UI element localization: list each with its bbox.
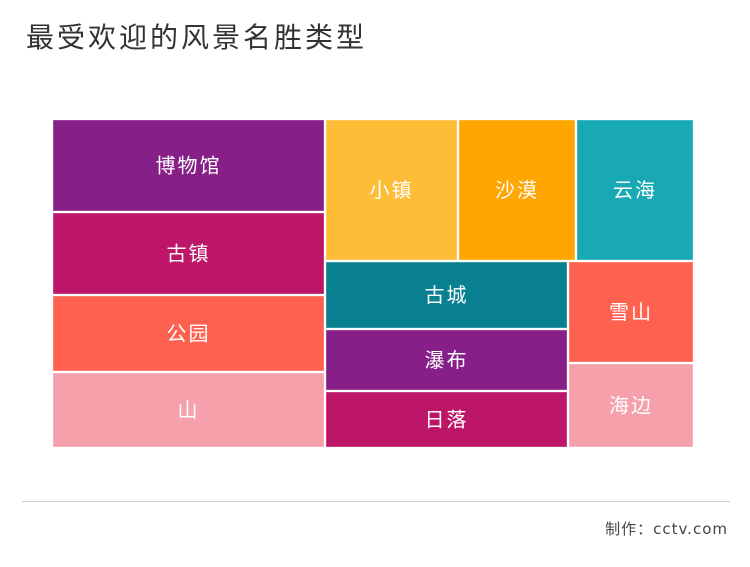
treemap-cell-label: 古镇: [167, 242, 211, 266]
treemap-cell-sketch: [568, 363, 694, 448]
treemap-cell: 古镇: [51, 211, 326, 296]
footer-divider: [22, 501, 730, 502]
treemap-cell-label: 山: [178, 398, 200, 422]
treemap-cell: 博物馆: [51, 118, 326, 213]
treemap-cell-label: 博物馆: [156, 154, 222, 178]
treemap-cell: 公园: [51, 294, 326, 373]
treemap-cell-label: 小镇: [370, 178, 414, 202]
treemap-cell-label: 沙漠: [495, 178, 539, 202]
treemap-cell-label: 云海: [613, 178, 657, 202]
treemap-cell-rect: [324, 118, 459, 262]
treemap-cell: 海边: [567, 362, 695, 449]
treemap-cell-rect: [324, 328, 569, 392]
treemap-cell: 沙漠: [457, 118, 577, 262]
treemap-cell: 古城: [324, 260, 569, 330]
treemap-cell: 日落: [324, 390, 569, 449]
treemap-cell-label: 古城: [425, 283, 469, 307]
treemap-cell-label: 雪山: [609, 300, 653, 324]
credit-text: 制作：cctv.com: [605, 520, 728, 538]
treemap-cell: 小镇: [324, 118, 459, 262]
chart-title: 最受欢迎的风景名胜类型: [26, 21, 368, 54]
treemap-cell: 山: [51, 371, 326, 449]
treemap-cell-label: 瀑布: [425, 348, 469, 372]
treemap-cell-rect: [51, 118, 326, 213]
treemap-cell: 雪山: [567, 260, 695, 364]
treemap-cell-label: 海边: [609, 394, 653, 418]
treemap-cell-label: 公园: [167, 322, 211, 346]
treemap-cell-rect: [51, 211, 326, 296]
treemap-cell-label: 日落: [425, 408, 469, 432]
treemap-border: [51, 118, 695, 449]
treemap-cell: 云海: [575, 118, 695, 262]
treemap-cell-rect: [567, 260, 695, 364]
treemap-cell: 瀑布: [324, 328, 569, 392]
